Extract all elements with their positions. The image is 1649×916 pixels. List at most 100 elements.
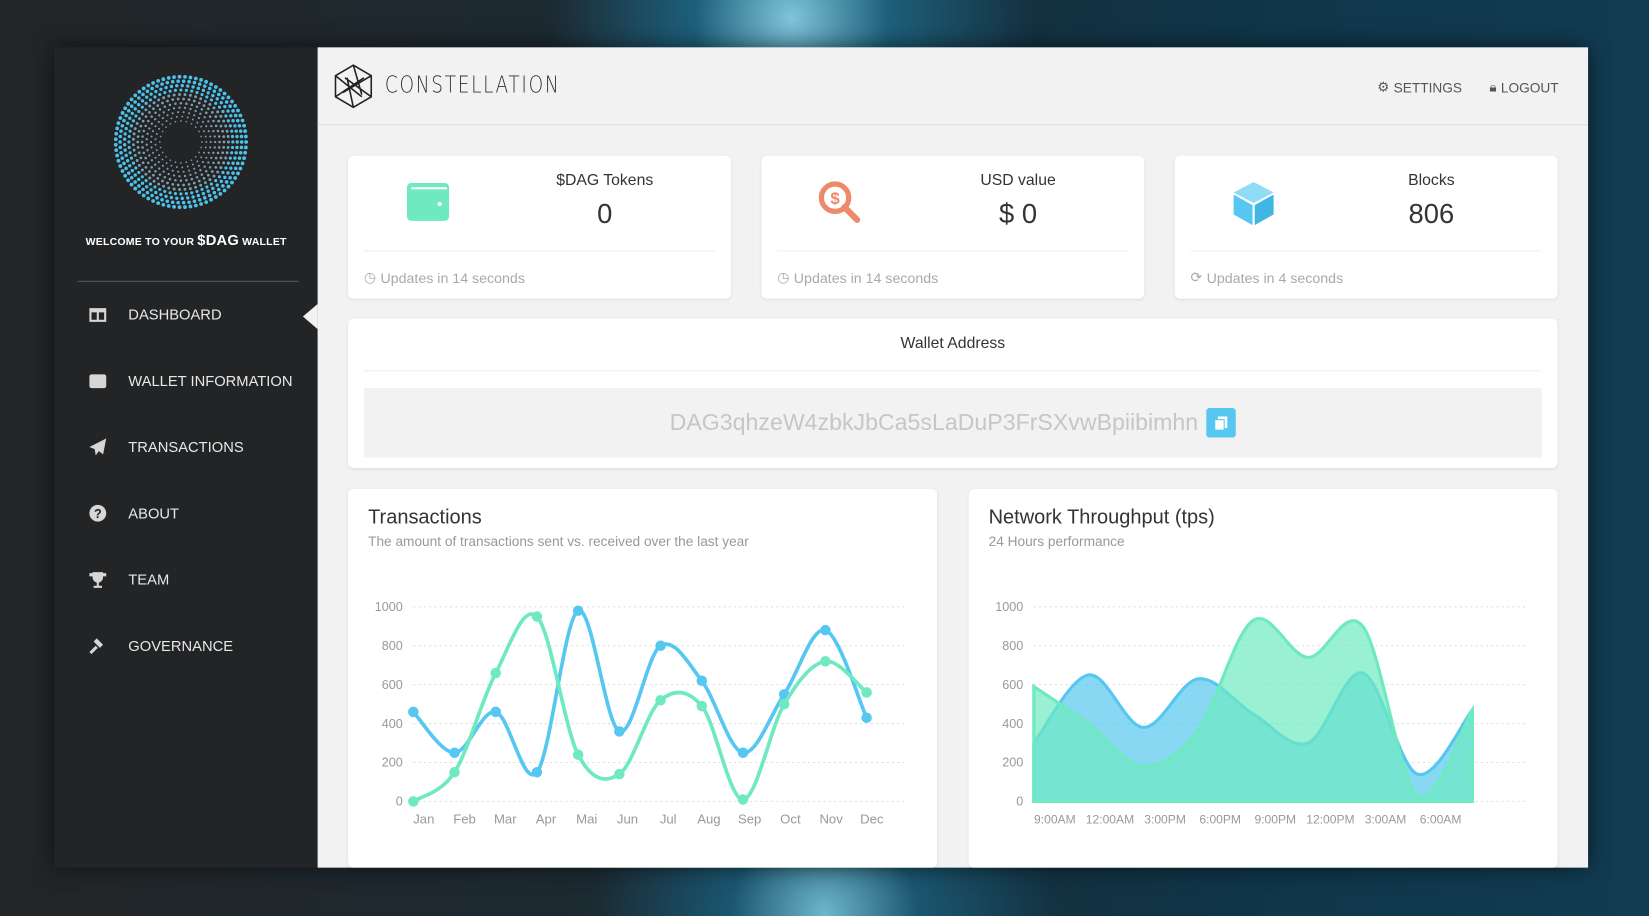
wallet-address-value[interactable]: DAG3qhzeW4zbkJbCa5sLaDuP3FrSXvwBpiibimhn: [669, 409, 1199, 436]
logo-dot: [202, 177, 206, 180]
logo-dot: [209, 135, 212, 138]
logo-dot: [169, 159, 172, 162]
logo-dot: [214, 178, 218, 183]
data-point[interactable]: [696, 675, 708, 687]
divider: [77, 280, 299, 282]
logo-dot: [159, 135, 162, 138]
data-point[interactable]: [490, 667, 501, 679]
stopwatch-icon: ◷: [363, 269, 377, 286]
logo-dot: [156, 201, 161, 205]
sidebar-item-team[interactable]: TEAM: [55, 546, 318, 612]
sidebar-item-governance[interactable]: GOVERNANCE: [55, 612, 318, 678]
logo-dot: [209, 82, 213, 87]
wallet-address-title: Wallet Address: [900, 334, 1006, 353]
data-point[interactable]: [614, 726, 625, 737]
logo-dot: [133, 127, 137, 131]
logo-dot: [221, 129, 225, 133]
brand-name: CONSTELLATION: [384, 72, 561, 99]
logo-dot: [137, 117, 141, 121]
logo-dot: [133, 93, 138, 98]
logo-dot: [181, 79, 186, 84]
logo-dot: [131, 161, 136, 165]
logo-dot: [181, 166, 184, 169]
logo-dot: [214, 115, 218, 119]
data-point[interactable]: [408, 796, 419, 807]
data-point[interactable]: [861, 712, 872, 723]
logo-dot: [192, 199, 197, 204]
logo-dot: [228, 124, 232, 128]
logo-dot: [161, 123, 164, 126]
x-tick-label: 6:00PM: [1199, 812, 1241, 826]
logo-dot: [234, 151, 238, 155]
logo-dot: [228, 175, 232, 180]
logo-dot: [207, 161, 210, 164]
data-point[interactable]: [696, 700, 708, 712]
settings-button[interactable]: ⚙ SETTINGS: [1377, 79, 1462, 96]
sidebar-item-dashboard[interactable]: DASHBOARD: [55, 281, 318, 347]
data-point[interactable]: [408, 706, 419, 718]
logo-dot: [239, 140, 244, 144]
logo-dot: [221, 184, 225, 188]
logo-dot: [172, 75, 176, 79]
sidebar-item-about[interactable]: ? ABOUT: [55, 480, 318, 546]
data-point[interactable]: [614, 768, 625, 780]
logo-dot: [124, 153, 128, 158]
data-point[interactable]: [820, 656, 831, 667]
logo-dot: [140, 105, 144, 109]
data-point[interactable]: [778, 698, 790, 710]
data-point[interactable]: [737, 747, 749, 759]
logo-dot: [219, 156, 223, 160]
data-point[interactable]: [490, 706, 501, 718]
sidebar-item-transactions[interactable]: TRANSACTIONS: [55, 413, 318, 479]
logo-dot: [208, 115, 212, 118]
data-point[interactable]: [861, 687, 872, 698]
logo-dot: [135, 159, 139, 162]
logo-dot: [159, 146, 162, 149]
copy-address-button[interactable]: [1206, 408, 1237, 438]
data-point[interactable]: [655, 640, 666, 652]
logo-dot: [172, 187, 176, 191]
data-point[interactable]: [449, 747, 460, 759]
data-point[interactable]: [737, 794, 749, 805]
logo-dot: [222, 135, 226, 138]
stopwatch-icon: ◷: [777, 269, 790, 286]
data-point[interactable]: [655, 694, 666, 706]
logo-dot: [177, 205, 182, 210]
data-point[interactable]: [820, 624, 831, 636]
logo-dot: [201, 191, 206, 196]
logo-dot: [172, 204, 176, 209]
logo-dot: [217, 161, 221, 165]
data-point[interactable]: [572, 749, 584, 760]
update-text: Updates in 14 seconds: [793, 269, 939, 286]
logo-dot: [185, 120, 188, 123]
logo-dot: [193, 167, 196, 170]
logo-dot: [152, 101, 156, 105]
sidebar-item-wallet-information[interactable]: WALLET INFORMATION: [55, 347, 318, 413]
logo-dot: [148, 154, 151, 157]
sidebar-item-label: TRANSACTIONS: [128, 438, 244, 455]
logo-dot: [140, 181, 145, 185]
logo-dot: [202, 104, 206, 107]
logo-dot: [236, 171, 240, 176]
data-point[interactable]: [531, 611, 543, 622]
logo-dot: [164, 194, 168, 199]
logo-dot: [188, 187, 192, 191]
data-point[interactable]: [531, 766, 543, 778]
logo-dot: [206, 173, 210, 177]
logo-dot: [185, 178, 188, 182]
logo-dot: [137, 170, 141, 175]
logo-dot: [239, 145, 244, 150]
data-point[interactable]: [572, 605, 584, 616]
logo-dot: [179, 88, 183, 92]
logout-button[interactable]: 🔒︎ LOGOUT: [1489, 79, 1558, 96]
stat-card-blocks: Blocks 806 ⟳ Updates in 4 seconds: [1174, 155, 1558, 299]
data-point[interactable]: [449, 766, 460, 778]
logo-dot: [199, 169, 202, 172]
logo-dot: [176, 200, 180, 205]
logo-dot: [174, 120, 177, 123]
logo-dot: [170, 164, 173, 167]
logo-dot: [167, 108, 170, 112]
logo-dot: [157, 98, 161, 102]
logo-dot: [169, 195, 174, 200]
logo-dot: [233, 104, 238, 108]
